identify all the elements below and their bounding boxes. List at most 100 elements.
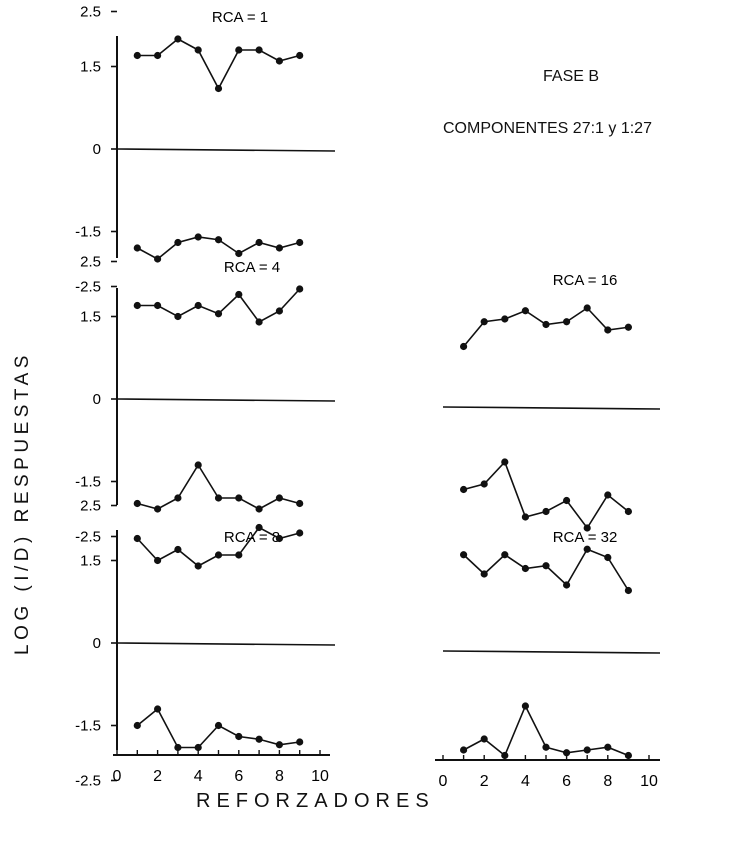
data-point [583,746,591,754]
data-point [521,702,530,710]
data-point [460,485,468,494]
x-tick-label: 6 [562,773,571,790]
y-tick-label: 0 [93,635,101,652]
data-point [235,249,243,258]
zero-line [442,650,661,654]
data-point [563,749,571,757]
data-point [480,570,488,578]
data-point [460,551,468,559]
data-point [480,318,488,326]
data-point [542,320,550,329]
data-point [255,46,263,54]
data-point [133,51,141,60]
series-line [463,460,629,530]
data-point [133,301,141,310]
data-point [235,290,243,299]
phase-label: FASE B [543,68,600,85]
data-point [604,553,612,562]
data-point [275,534,283,543]
panel-title: RCA = 32 [553,529,618,546]
y-tick-label: -1.5 [75,224,101,241]
data-point [501,458,509,466]
y-tick-label: 2.5 [80,254,101,271]
y-axis-label-wrap: LOG (I/D) RESPUESTAS [4,351,34,655]
data-point [624,586,633,595]
data-point [542,743,550,751]
x-tick-label: 4 [521,773,530,790]
data-point [174,238,182,247]
data-point [154,505,162,513]
x-tick-label: 6 [234,768,243,785]
data-point [194,743,202,752]
data-point [255,735,263,743]
data-point [133,499,141,508]
zero-line [116,148,336,152]
data-point [235,46,243,54]
panel-title: RCA = 16 [553,272,618,289]
y-tick-label: 1.5 [80,309,101,326]
data-point [154,301,162,310]
data-point [174,494,182,502]
data-point [563,318,571,326]
data-point [154,255,162,263]
data-point [275,741,283,749]
y-tick-label: -2.5 [75,773,101,790]
x-tick-label: 0 [439,773,448,790]
data-point [174,743,182,752]
data-point [521,564,530,573]
data-point [542,507,550,516]
data-point [563,581,571,589]
data-point [255,238,263,247]
data-point [255,505,263,513]
y-tick-label: -2.5 [75,279,101,296]
data-point [460,342,468,351]
data-point [604,326,612,334]
data-point [583,524,591,532]
data-point [194,233,202,241]
x-tick-label: 10 [311,768,329,785]
data-point [296,738,304,746]
data-point [604,491,612,499]
y-tick-label: -1.5 [75,718,101,735]
data-point [296,499,304,508]
data-point [501,551,509,559]
panel-title: RCA = 4 [224,259,280,276]
data-point [480,480,488,488]
data-point [501,315,509,323]
series-line [463,548,630,591]
y-tick-label: -1.5 [75,474,101,491]
data-point [480,735,488,743]
data-point [275,307,283,315]
data-point [624,323,633,331]
data-point [255,318,263,326]
data-point [583,545,591,553]
data-point [133,534,141,543]
x-tick-label: 8 [603,773,612,790]
panel-title: RCA = 1 [212,9,268,26]
data-point [154,705,162,713]
zero-line [442,406,661,410]
data-point [174,545,182,554]
data-point [624,507,633,516]
series-line [137,463,300,510]
x-tick-label: 0 [113,768,122,785]
x-tick-label: 4 [194,768,203,785]
zero-line [116,642,336,646]
data-point [563,496,571,505]
y-tick-label: 1.5 [80,59,101,76]
data-point [521,307,530,315]
data-point [214,494,223,502]
y-tick-label: 2.5 [80,498,101,515]
y-tick-label: 2.5 [80,4,101,21]
data-point [604,743,612,751]
x-tick-label: 8 [275,768,284,785]
data-point [460,746,468,754]
data-point [235,732,243,741]
data-point [296,238,304,247]
data-point [214,551,223,559]
data-point [174,312,182,321]
y-tick-label: 0 [93,391,101,408]
data-point [214,236,223,244]
data-point [194,301,202,310]
